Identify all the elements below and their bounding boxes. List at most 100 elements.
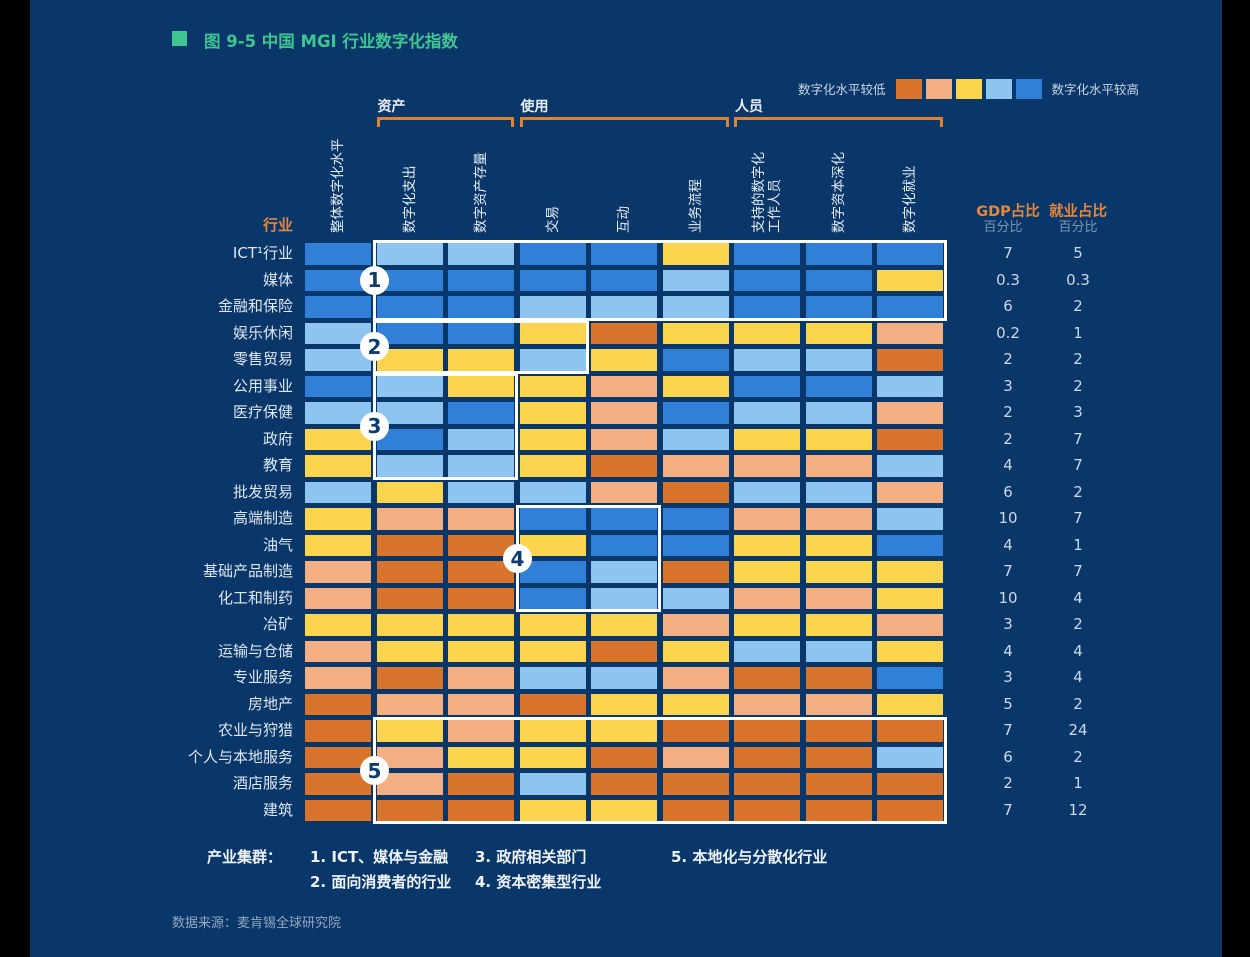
heatmap-cell [519, 296, 586, 318]
heatmap-cell [448, 455, 514, 477]
heatmap-cell [805, 693, 872, 715]
legend-swatch-level-3 [955, 78, 982, 99]
heatmap-cell [877, 243, 943, 265]
gdp-share-header: GDP占比 [976, 204, 1040, 220]
column-header: 数字资本深化 [830, 152, 847, 233]
heatmap-cell [376, 640, 443, 662]
row-label: 零售贸易 [232, 350, 293, 368]
heatmap-cell [662, 746, 729, 768]
data-source-note: 数据来源：麦肯锡全球研究院 [172, 916, 342, 931]
employment-share-value: 4 [1073, 668, 1083, 686]
cluster-badge: 5 [360, 756, 389, 785]
gdp-share-value: 7 [1003, 562, 1013, 580]
heatmap-cell [877, 561, 943, 583]
heatmap-cell [591, 640, 657, 662]
heatmap-cell [734, 375, 800, 397]
heatmap-cell [734, 587, 800, 609]
column-header: 数字化支出 [401, 165, 418, 234]
heatmap-cell [591, 296, 657, 318]
row-label: 金融和保险 [217, 297, 293, 315]
row-label: 政府 [262, 429, 293, 448]
heatmap-cell [805, 640, 872, 662]
employment-share-value: 2 [1073, 297, 1083, 315]
heatmap-cell [448, 402, 514, 424]
heatmap-cell [448, 508, 514, 530]
heatmap-cell [448, 614, 514, 636]
legend-swatch-level-1 [895, 78, 922, 99]
heatmap-cell [662, 375, 729, 397]
employment-share-value: 7 [1073, 509, 1083, 527]
column-group-label: 人员 [735, 99, 763, 115]
heatmap-cell [591, 269, 657, 291]
heatmap-cell [305, 402, 371, 424]
heatmap-cell [519, 508, 586, 530]
employment-share-value: 12 [1068, 800, 1088, 819]
employment-share-value: 2 [1073, 376, 1083, 395]
heatmap-cell [591, 561, 657, 583]
heatmap-cell [519, 455, 586, 477]
gdp-share-value: 6 [1003, 482, 1013, 501]
gdp-share-value: 7 [1003, 721, 1013, 739]
heatmap-cell [877, 667, 943, 689]
gdp-share-value: 4 [1003, 641, 1013, 660]
heatmap-cell [734, 402, 800, 424]
column-header: 支持的数字化 工作人员 [751, 152, 783, 233]
heatmap-cell [662, 481, 729, 503]
heatmap-cell [376, 269, 443, 291]
legend-swatches [895, 78, 1042, 99]
cluster-badge: 2 [360, 332, 389, 361]
heatmap-cell [305, 269, 371, 291]
gdp-share-value: 10 [998, 588, 1018, 607]
gdp-share-value: 0.3 [996, 270, 1020, 289]
row-label: 酒店服务 [232, 774, 293, 792]
gdp-share-value: 6 [1003, 747, 1013, 766]
heatmap-cell [376, 534, 443, 556]
employment-share-value: 4 [1073, 641, 1083, 660]
column-group-bracket [376, 117, 514, 127]
heatmap-cell [305, 375, 371, 397]
cluster-legend-item-2: 2. 面向消费者的行业 [310, 873, 452, 891]
legend-swatch-level-5 [1015, 78, 1042, 99]
heatmap-cell [734, 667, 800, 689]
heatmap-cell [805, 296, 872, 318]
heatmap-cell [734, 508, 800, 530]
row-label: 冶矿 [262, 615, 293, 633]
column-group-label: 资产 [377, 99, 406, 115]
heatmap-cell [305, 481, 371, 503]
heatmap-cell [305, 349, 371, 371]
cluster-box [373, 319, 589, 374]
legend-swatch-level-2 [925, 78, 952, 99]
heatmap-cell [305, 322, 371, 344]
heatmap-cell [805, 322, 872, 344]
heatmap-cell [448, 640, 514, 662]
heatmap-cell [877, 773, 943, 795]
heatmap-cell [662, 773, 729, 795]
employment-share-header: 就业占比 [1049, 204, 1107, 220]
heatmap-cell [805, 720, 872, 742]
column-group-bracket [519, 117, 729, 127]
heatmap-cell [877, 508, 943, 530]
heatmap-cell [591, 375, 657, 397]
heatmap-cell [734, 561, 800, 583]
heatmap-cell [734, 296, 800, 318]
heatmap-cell [305, 561, 371, 583]
employment-share-value: 5 [1073, 244, 1083, 262]
employment-share-value: 2 [1073, 350, 1083, 368]
gdp-share-value: 10 [998, 509, 1018, 527]
heatmap-cell [734, 746, 800, 768]
gdp-share-value: 0.2 [996, 323, 1020, 342]
heatmap-cell [519, 693, 586, 715]
heatmap-cell [376, 720, 443, 742]
heatmap-cell [305, 534, 371, 556]
heatmap-cell [877, 746, 943, 768]
heatmap-cell [734, 243, 800, 265]
industry-column-header: 行业 [262, 216, 293, 234]
heatmap-cell [662, 534, 729, 556]
heatmap-cell [591, 667, 657, 689]
heatmap-cell [305, 720, 371, 742]
heatmap-cell [877, 614, 943, 636]
heatmap-cell [734, 349, 800, 371]
heatmap-cell [448, 746, 514, 768]
heatmap-cell [519, 667, 586, 689]
